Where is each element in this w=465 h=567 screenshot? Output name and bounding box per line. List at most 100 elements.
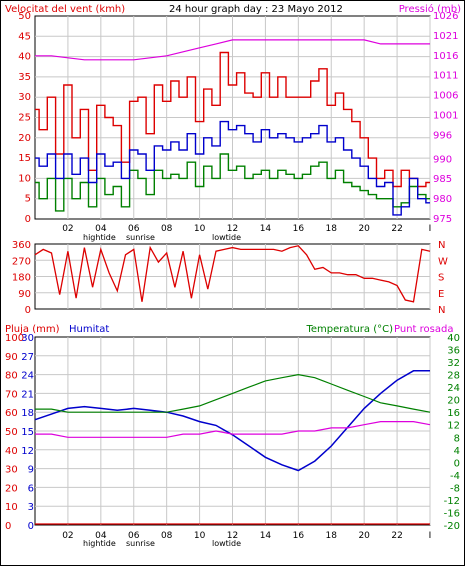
pressure-tick: 996 <box>433 130 452 141</box>
pressure-axis-label: Pressió (mb) <box>399 3 461 15</box>
rain-axis-label: Pluja (mm) <box>5 324 60 335</box>
temperature-tick: -16 <box>444 508 460 519</box>
temperature-tick: 16 <box>447 408 460 419</box>
rain-tick: 12 <box>21 446 34 457</box>
rain-tick: 18 <box>21 408 34 419</box>
wind-speed-tick: 35 <box>18 72 31 83</box>
time-tick-label: 06 <box>128 224 140 234</box>
temperature-tick: 12 <box>447 421 460 432</box>
compass-tick: N <box>438 240 445 251</box>
time-tick-label: 14 <box>260 224 272 234</box>
humidity-tick: 0 <box>5 521 11 532</box>
time-tick-label: 16 <box>293 531 305 541</box>
temperature-tick: 24 <box>447 383 460 394</box>
humidity-tick: 90 <box>5 352 18 363</box>
time-tick-label: 08 <box>161 224 173 234</box>
rain-tick: 6 <box>28 483 34 494</box>
compass-tick: S <box>438 273 444 284</box>
pressure-tick: 1006 <box>433 91 458 102</box>
humidity-tick: 100 <box>5 333 24 344</box>
pressure-tick: 980 <box>433 194 452 205</box>
time-tick-label: 22 <box>391 224 402 234</box>
temperature-line <box>35 373 431 413</box>
time-tick-label: 02 <box>62 531 73 541</box>
temperature-tick: -4 <box>450 471 460 482</box>
time-tick-label: 08 <box>161 531 173 541</box>
wind-speed-tick: 45 <box>18 31 31 42</box>
sunrise-label: sunrise <box>126 233 155 242</box>
pressure-tick: 1001 <box>433 111 458 122</box>
time-tick-label: I <box>429 531 432 541</box>
direction-series <box>34 245 431 303</box>
time-tick-label: 18 <box>326 531 338 541</box>
temperature-tick: -20 <box>444 521 460 532</box>
temperature-tick: 0 <box>454 458 460 469</box>
time-tick-label: I <box>429 224 432 234</box>
wind-time-ticks: 02 04 06 08 10 12 14 16 18 20 22 I <box>62 224 431 234</box>
compass-tick: W <box>438 256 448 267</box>
climate-time-ticks: 02 04 06 08 10 12 14 16 18 20 22 I <box>62 531 431 541</box>
direction-degree-tick: 360 <box>12 240 31 251</box>
rain-tick: 3 <box>28 502 34 513</box>
rain-tick: 0 <box>28 521 34 532</box>
direction-degree-tick: 0 <box>25 305 31 316</box>
time-tick-label: 12 <box>227 224 238 234</box>
pressure-tick: 1021 <box>433 31 458 42</box>
pressure-tick: 1026 <box>433 11 458 22</box>
pressure-tick: 1011 <box>433 71 458 82</box>
compass-tick: E <box>438 289 444 300</box>
time-tick-label: 20 <box>358 224 370 234</box>
temperature-tick: -8 <box>450 483 460 494</box>
temperature-tick: 28 <box>447 371 460 382</box>
wind-speed-tick: 20 <box>18 133 31 144</box>
wind-speed-axis-label: Velocitat del vent (kmh) <box>5 4 125 15</box>
humidity-tick: 20 <box>5 483 18 494</box>
wind-series <box>35 39 430 216</box>
wind-speed-ticks: 0 5 10 15 20 25 30 35 40 45 50 <box>18 11 31 225</box>
pressure-tick: 1016 <box>433 51 458 62</box>
sunrise-label-bottom: sunrise <box>126 539 155 548</box>
direction-degree-tick: 90 <box>18 289 31 300</box>
temperature-tick: -12 <box>444 496 460 507</box>
climate-series <box>34 370 431 525</box>
rain-tick: 30 <box>21 333 34 344</box>
wind-direction-line <box>34 245 431 303</box>
time-tick-label: 14 <box>260 531 272 541</box>
time-tick-label: 16 <box>293 224 305 234</box>
rain-tick: 9 <box>28 465 34 476</box>
compass-tick: N <box>438 305 445 316</box>
hightide-label-bottom: hightide <box>83 539 116 548</box>
rain-tick: 24 <box>21 371 34 382</box>
humidity-tick: 70 <box>5 389 18 400</box>
wind-line <box>35 153 430 212</box>
dewpoint-axis-label: Punt rosada <box>394 324 453 335</box>
humidity-tick: 80 <box>5 371 18 382</box>
temperature-tick: 8 <box>454 433 460 444</box>
climate-tide-annotations: hightide sunrise lowtide <box>83 539 241 548</box>
wind-grid <box>35 16 431 219</box>
humidity-tick: 60 <box>5 408 18 419</box>
wind-speed-tick: 5 <box>25 194 31 205</box>
avg-line <box>35 120 430 216</box>
time-tick-label: 04 <box>95 224 107 234</box>
temperature-tick: 32 <box>447 358 460 369</box>
rain-tick: 15 <box>21 427 34 438</box>
lowtide-label-bottom: lowtide <box>212 539 241 548</box>
humidity-line <box>34 370 430 472</box>
temperature-tick: 40 <box>447 333 460 344</box>
direction-degree-tick: 180 <box>12 273 31 284</box>
humidity-tick: 10 <box>5 502 18 513</box>
gust-line <box>35 51 430 188</box>
temperature-tick: 20 <box>447 396 460 407</box>
time-tick-label: 22 <box>391 531 402 541</box>
time-tick-label: 10 <box>194 531 206 541</box>
direction-degree-ticks: 0 90 180 270 360 <box>12 240 31 316</box>
time-tick-label: 02 <box>62 224 73 234</box>
wind-speed-tick: 15 <box>18 153 31 164</box>
time-tick-label: 18 <box>326 224 338 234</box>
time-tick-label: 04 <box>95 531 107 541</box>
